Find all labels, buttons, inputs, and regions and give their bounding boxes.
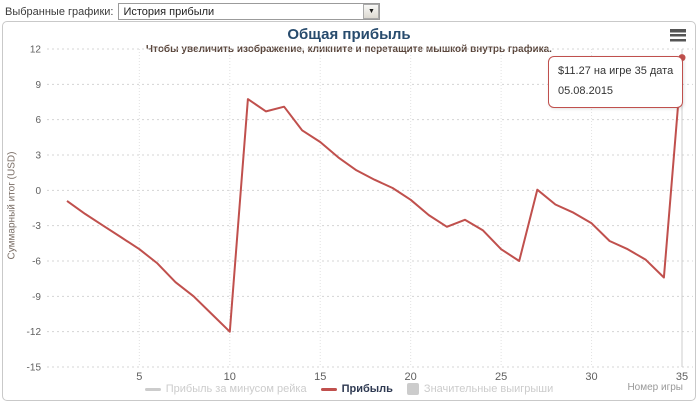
- y-tick-label: 9: [35, 80, 41, 91]
- legend-label: Прибыль за минусом рейка: [165, 383, 307, 395]
- legend-line-marker: [144, 387, 161, 391]
- x-axis-title: Номер игры: [627, 382, 683, 393]
- charts-select-value: История прибыли: [123, 5, 215, 18]
- y-tick-label: -12: [27, 327, 42, 338]
- y-tick-label: -3: [32, 221, 41, 232]
- legend-square-marker: [406, 383, 419, 395]
- tooltip: $11.27 на игре 35 дата 05.08.2015: [548, 56, 684, 108]
- x-tick-label: 10: [224, 371, 236, 383]
- x-tick-label: 35: [676, 371, 688, 383]
- x-tick-label: 25: [495, 371, 507, 383]
- tooltip-date-line: 05.08.2015: [558, 84, 614, 97]
- x-tick-label: 20: [405, 371, 417, 383]
- chevron-down-icon[interactable]: ▼: [363, 4, 380, 19]
- charts-select-label: Выбранные графики:: [5, 5, 114, 18]
- legend-label: Прибыль: [341, 383, 393, 395]
- x-tick-label: 30: [585, 371, 597, 383]
- export-menu-icon[interactable]: [670, 29, 686, 42]
- x-tick-label: 5: [136, 371, 142, 383]
- legend-line-marker: [320, 387, 337, 391]
- toolbar: Выбранные графики: История прибыли ▼: [5, 3, 381, 20]
- y-tick-label: -9: [32, 292, 41, 303]
- charts-select[interactable]: История прибыли ▼: [118, 3, 381, 20]
- y-tick-label: -15: [27, 363, 42, 374]
- tooltip-value-line: $11.27 на игре 35 дата: [558, 65, 674, 77]
- profit-line: [66, 57, 683, 333]
- y-tick-label: 6: [35, 115, 41, 126]
- chart-card: Общая прибыль Чтобы увеличить изображени…: [2, 21, 696, 401]
- y-tick-label: 12: [30, 45, 42, 56]
- chart-title: Общая прибыль: [287, 26, 411, 43]
- y-tick-label: 0: [35, 186, 41, 197]
- legend-item-profit-minus-rake[interactable]: Прибыль за минусом рейка: [144, 383, 307, 395]
- legend: Прибыль за минусом рейка Прибыль Значите…: [3, 383, 695, 395]
- legend-label: Значительные выигрыши: [423, 383, 554, 395]
- x-tick-label: 15: [314, 371, 326, 383]
- y-tick-label: -6: [32, 257, 41, 268]
- y-tick-label: 3: [35, 151, 41, 162]
- legend-item-profit[interactable]: Прибыль: [320, 383, 393, 395]
- legend-item-significant-wins[interactable]: Значительные выигрыши: [406, 383, 554, 395]
